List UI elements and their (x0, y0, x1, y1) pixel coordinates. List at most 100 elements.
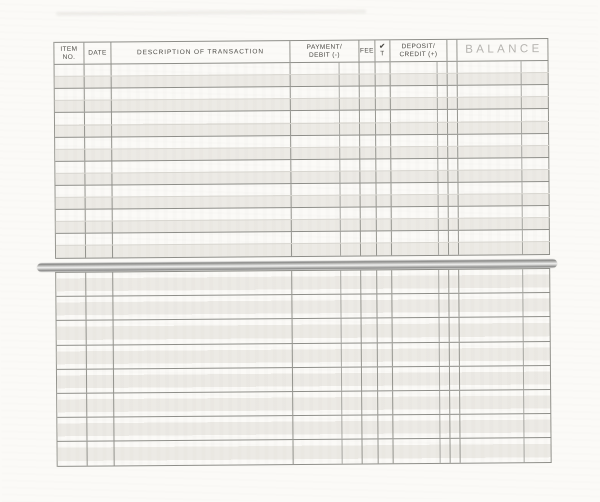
check-cell (377, 318, 393, 342)
fee-cell (360, 134, 377, 159)
fee-cell (360, 159, 377, 183)
spacer-cell (449, 293, 460, 318)
header-label: DESCRIPTION OF TRANSACTION (136, 48, 264, 57)
description-cell (112, 135, 292, 161)
spacer-cell (449, 342, 460, 366)
header-label: ITEM (60, 45, 78, 53)
balance-title: BALANCE (465, 42, 543, 56)
spacer-cell (450, 390, 461, 414)
header-check-t: ✔ T (375, 40, 391, 62)
fee-cell (359, 62, 376, 86)
description-cell (113, 271, 293, 296)
item-no-cell (54, 113, 86, 137)
date-cell (84, 112, 113, 137)
payment-cell (292, 367, 363, 391)
deposit-cell (392, 342, 450, 367)
deposit-cell (390, 110, 449, 134)
header-label: CREDIT (+) (399, 50, 438, 58)
payment-cell (293, 391, 363, 416)
description-cell (114, 416, 294, 441)
deposit-cell (393, 439, 451, 463)
item-no-cell (55, 185, 86, 210)
description-cell (114, 440, 294, 465)
fee-cell (360, 231, 378, 256)
spacer-cell (448, 231, 460, 255)
spacer-cell (448, 182, 459, 206)
balance-cell (459, 341, 551, 366)
register-top-section (54, 61, 551, 259)
balance-cell (458, 230, 551, 255)
spacer-cell (448, 206, 459, 231)
description-cell (114, 391, 294, 417)
description-cell (111, 111, 292, 137)
balance-cell (460, 414, 552, 439)
header-item-no: ITEM NO. (54, 42, 85, 64)
register-table-lower (55, 268, 552, 467)
check-cell (376, 231, 393, 255)
fee-cell (361, 318, 378, 343)
deposit-cell (392, 318, 450, 342)
fee-cell (361, 270, 378, 294)
spacer-cell (447, 110, 459, 134)
check-cell (376, 159, 392, 183)
item-no-cell (55, 137, 86, 161)
deposit-cell (391, 206, 449, 231)
description-cell (113, 295, 293, 320)
date-cell (86, 320, 114, 345)
description-cell (113, 343, 293, 369)
balance-cell (459, 317, 551, 342)
check-cell (377, 270, 393, 294)
register-row (57, 438, 552, 467)
header-deposit-credit: DEPOSIT/ CREDIT (+) (390, 39, 448, 62)
header-label: DATE (88, 49, 107, 57)
fee-cell (362, 391, 379, 415)
item-no-cell (56, 272, 87, 297)
deposit-cell (391, 231, 450, 255)
item-no-cell (55, 209, 86, 234)
spacer-cell (447, 61, 458, 86)
check-cell (376, 183, 392, 207)
header-label: DEBIT (-) (308, 51, 340, 59)
scan-smudge (56, 9, 367, 16)
balance-cell (458, 157, 550, 182)
header-label: NO. (62, 53, 76, 61)
deposit-cell (391, 158, 449, 183)
item-no-cell (56, 321, 87, 345)
payment-cell (291, 159, 361, 184)
header-label: FEE (359, 47, 374, 55)
item-no-cell (55, 161, 86, 185)
description-cell (112, 159, 292, 185)
date-cell (86, 345, 114, 369)
spacer-cell (450, 414, 461, 439)
payment-cell (290, 110, 361, 135)
item-no-cell (55, 233, 87, 258)
spacer-cell (450, 439, 461, 463)
balance-cell (457, 109, 550, 134)
description-cell (113, 319, 293, 345)
register-table-upper: ITEM NO. DATE DESCRIPTION OF TRANSACTION… (53, 38, 551, 259)
date-cell (87, 417, 115, 441)
date-cell (85, 137, 113, 161)
item-no-cell (56, 369, 88, 393)
register-bottom-section (56, 269, 552, 467)
check-cell (377, 367, 394, 391)
check-mark-icon: ✔ (379, 43, 386, 51)
date-cell (85, 233, 114, 258)
balance-cell (460, 389, 552, 414)
date-cell (84, 64, 112, 88)
balance-cell (458, 133, 550, 158)
check-cell (375, 62, 391, 86)
check-cell (378, 439, 394, 463)
date-cell (87, 441, 115, 466)
fee-cell (361, 342, 378, 367)
description-cell (112, 208, 292, 233)
check-cell (376, 134, 392, 159)
description-cell (113, 367, 294, 393)
header-payment-debit: PAYMENT/ DEBIT (-) (290, 40, 360, 63)
header-label: T (380, 50, 385, 58)
deposit-cell (391, 134, 449, 159)
balance-cell (460, 438, 552, 463)
header-date: DATE (84, 42, 112, 64)
deposit-cell (390, 61, 448, 86)
